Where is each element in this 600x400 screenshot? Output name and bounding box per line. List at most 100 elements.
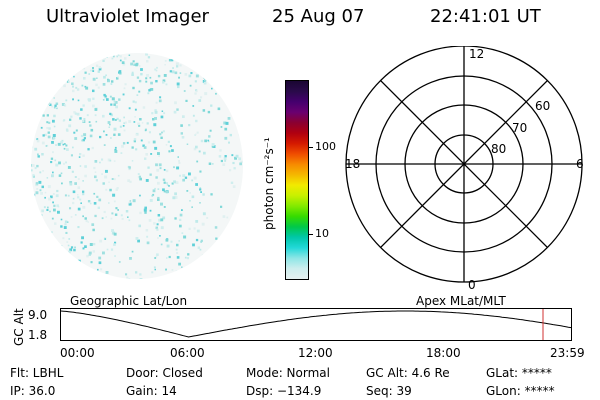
speckle <box>189 200 191 202</box>
speckle <box>54 104 57 107</box>
speckle <box>70 246 74 249</box>
speckle <box>37 153 39 156</box>
speckle <box>53 60 55 62</box>
speckle <box>157 196 160 200</box>
speckle <box>79 165 82 167</box>
speckle <box>138 175 141 178</box>
speckle <box>75 56 78 58</box>
speckle <box>199 202 201 204</box>
speckle <box>127 278 131 279</box>
speckle <box>66 65 69 67</box>
speckle <box>31 58 33 61</box>
speckle <box>240 236 243 240</box>
speckle <box>175 270 179 274</box>
speckle <box>140 139 143 142</box>
speckle <box>130 62 133 66</box>
speckle <box>110 217 113 220</box>
speckle <box>233 261 237 264</box>
speckle <box>73 248 76 252</box>
speckle <box>176 256 180 259</box>
speckle <box>102 251 105 255</box>
speckle <box>95 64 99 67</box>
speckle <box>166 257 168 259</box>
speckle <box>189 84 192 87</box>
speckle <box>139 278 143 279</box>
speckle <box>224 159 227 162</box>
speckle <box>186 190 189 192</box>
speckle <box>179 213 183 217</box>
speckle <box>200 239 203 242</box>
speckle <box>146 60 149 63</box>
speckle <box>72 197 75 200</box>
speckle <box>98 67 102 71</box>
speckle <box>81 139 84 142</box>
speckle <box>58 161 61 165</box>
speckle <box>135 237 139 240</box>
speckle <box>154 146 158 150</box>
speckle <box>111 231 115 235</box>
speckle <box>157 152 160 155</box>
speckle <box>134 116 136 118</box>
speckle <box>80 134 84 138</box>
speckle <box>135 148 138 151</box>
speckle <box>201 222 205 226</box>
altitude-curve <box>60 310 572 338</box>
speckle <box>47 135 51 139</box>
speckle <box>135 62 139 66</box>
info-seq: Seq: 39 <box>366 384 412 398</box>
speckle <box>114 241 117 244</box>
speckle <box>87 148 90 151</box>
speckle <box>138 65 141 67</box>
speckle <box>92 228 95 232</box>
speckle <box>46 121 49 124</box>
speckle <box>222 215 226 218</box>
speckle <box>77 186 81 189</box>
speckle <box>202 80 206 83</box>
speckle <box>237 66 240 69</box>
speckle <box>155 69 158 72</box>
speckle <box>66 221 69 223</box>
speckle <box>108 126 110 128</box>
speckle <box>176 82 180 86</box>
speckle <box>116 117 119 120</box>
speckle <box>148 89 151 92</box>
speckle <box>163 112 166 115</box>
speckle <box>48 121 51 124</box>
speckle <box>48 127 51 130</box>
speckle <box>54 159 57 162</box>
speckle <box>117 133 121 136</box>
speckle <box>114 213 118 216</box>
speckle <box>145 80 148 83</box>
speckle <box>124 121 127 124</box>
speckle <box>158 99 162 103</box>
speckle <box>50 78 52 80</box>
speckle <box>95 179 98 182</box>
mlt-label-18: 18 <box>345 157 360 171</box>
speckle <box>163 181 166 184</box>
speckle <box>162 188 165 192</box>
colorbar-tick-10 <box>308 234 313 235</box>
speckle <box>156 168 160 172</box>
speckle <box>92 97 95 100</box>
speckle <box>103 144 106 146</box>
speckle <box>163 206 166 208</box>
speckle <box>237 209 241 213</box>
speckle <box>34 147 38 151</box>
speckle <box>171 149 174 152</box>
speckle <box>76 269 79 272</box>
speckle <box>46 235 50 239</box>
speckle <box>195 119 198 123</box>
speckle <box>239 162 242 166</box>
speckle <box>82 190 85 193</box>
speckle <box>54 79 58 82</box>
speckle <box>46 114 49 117</box>
speckle <box>155 226 158 230</box>
speckle <box>63 103 66 106</box>
speckle <box>122 93 125 96</box>
speckle <box>32 193 36 197</box>
speckle <box>207 139 209 142</box>
mlt-label-0: 0 <box>468 278 476 292</box>
speckle <box>211 87 213 90</box>
speckle <box>46 54 50 57</box>
speckle <box>56 189 59 193</box>
